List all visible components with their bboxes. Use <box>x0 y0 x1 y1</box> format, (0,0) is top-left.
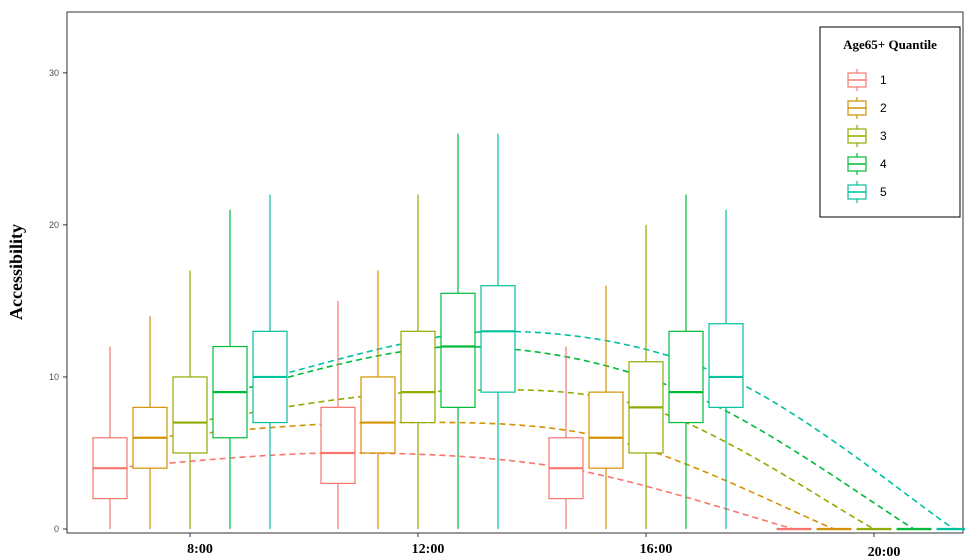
box-series-4-group-2 <box>440 133 476 529</box>
x-tick-label: 20:00 <box>868 545 901 560</box>
box-iqr <box>320 406 356 484</box>
median-line-series-1 <box>109 452 795 530</box>
box-series-4-group-4 <box>896 527 932 531</box>
median-line-series-5 <box>269 330 955 530</box>
box-iqr <box>588 391 624 469</box>
legend-title: Age65+ Quantile <box>843 37 937 52</box>
panel-border <box>66 11 964 534</box>
box-series-4-group-3 <box>668 194 704 529</box>
legend-item-2: 2 <box>847 97 887 119</box>
legend-label: 2 <box>880 101 887 115</box>
box-iqr <box>480 285 516 393</box>
box-series-5-group-4 <box>936 527 965 531</box>
box-series-3-group-1 <box>172 270 208 529</box>
box-iqr <box>708 323 744 408</box>
median-line-series-3 <box>189 389 875 530</box>
legend-items: 1 2 3 4 5 <box>847 69 887 203</box>
x-axis: 8:00 12:00 16:00 20:00 <box>187 533 900 560</box>
y-tick-label: 0 <box>54 524 59 534</box>
y-tick-label: 30 <box>49 68 59 78</box>
legend-item-3: 3 <box>847 125 887 147</box>
box-iqr <box>440 292 476 408</box>
box-series-2-group-2 <box>360 270 396 529</box>
y-axis: 0 10 20 30 <box>49 68 67 534</box>
x-tick-label: 12:00 <box>412 542 445 557</box>
box-series-2-group-1 <box>132 316 168 529</box>
box-series-3-group-2 <box>400 194 436 529</box>
box-series-1-group-2 <box>320 300 356 529</box>
legend-item-5: 5 <box>847 181 887 203</box>
median-line-series-2 <box>149 421 835 530</box>
box-series-2-group-4 <box>816 527 852 531</box>
x-tick-label: 8:00 <box>187 542 213 557</box>
x-tick-label: 16:00 <box>640 542 673 557</box>
legend-label: 3 <box>880 129 887 143</box>
box-iqr <box>360 376 396 454</box>
y-tick-label: 20 <box>49 220 59 230</box>
box-series-5-group-2 <box>480 133 516 529</box>
box-iqr <box>172 376 208 454</box>
box-series-1-group-4 <box>776 527 812 531</box>
y-tick-label: 10 <box>49 372 59 382</box>
y-axis-title: Accessibility <box>6 224 26 320</box>
legend: Age65+ Quantile 1 2 3 4 5 <box>819 26 961 218</box>
box-series-3-group-4 <box>856 527 892 531</box>
legend-box <box>819 26 961 218</box>
box-series-4-group-1 <box>212 209 248 529</box>
box-series-5-group-3 <box>708 209 744 529</box>
box-series-5-group-1 <box>252 194 288 529</box>
box-series-2-group-3 <box>588 285 624 529</box>
box-iqr <box>400 330 436 424</box>
legend-label: 1 <box>880 73 887 87</box>
legend-label: 4 <box>880 157 887 171</box>
legend-item-4: 4 <box>847 153 887 175</box>
median-trend-lines <box>109 330 955 530</box>
box-group <box>92 133 965 531</box>
box-iqr <box>668 330 704 424</box>
box-series-1-group-3 <box>548 346 584 529</box>
legend-label: 5 <box>880 185 887 199</box>
box-series-3-group-3 <box>628 224 664 529</box>
median-line-series-4 <box>229 345 915 530</box>
box-series-1-group-1 <box>92 346 128 529</box>
legend-item-1: 1 <box>847 69 887 91</box>
